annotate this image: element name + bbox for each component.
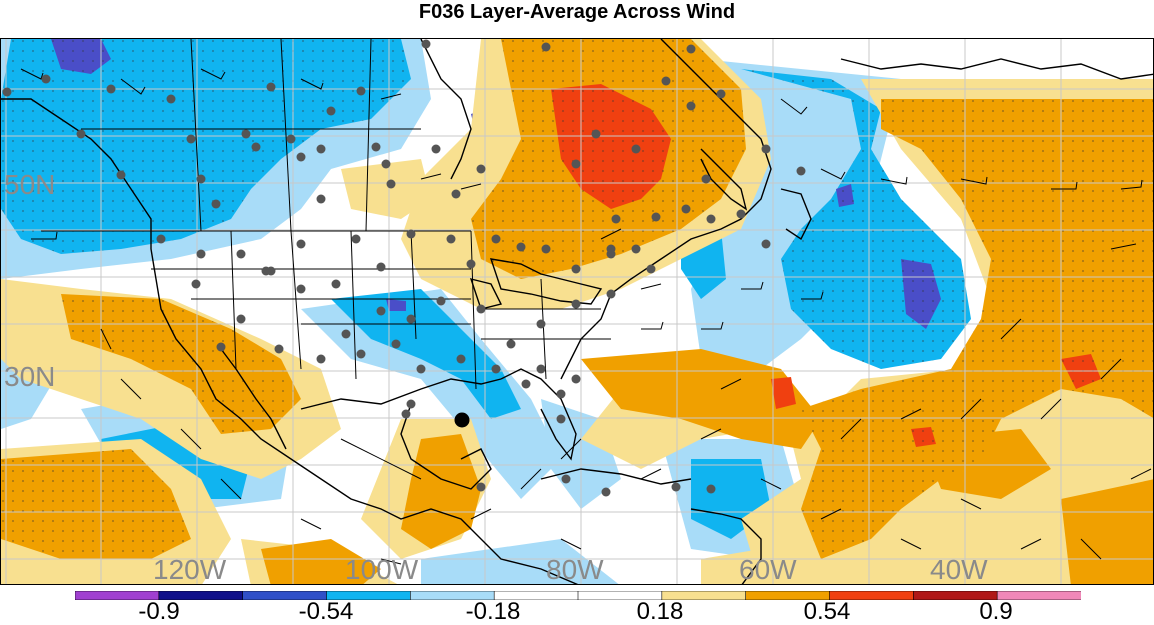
- map-canvas: [1, 39, 1153, 584]
- lon-label-80w: 80W: [546, 554, 604, 585]
- lon-label-40w: 40W: [930, 554, 988, 585]
- colorbar-label-0-54: 0.54: [803, 598, 851, 625]
- colorbar-label-neg-0-9: -0.9: [138, 598, 180, 625]
- colorbar-label-neg-0-54: -0.54: [298, 598, 354, 625]
- wind-barbs: [20, 68, 1152, 565]
- lat-label-50n: 50N: [4, 169, 56, 200]
- lon-label-60w: 60W: [739, 554, 797, 585]
- map-title: F036 Layer-Average Across Wind: [418, 1, 736, 23]
- lat-label-30n: 30N: [4, 361, 56, 392]
- colorbar: [75, 591, 1081, 600]
- colorbar-label-neg-0-18: -0.18: [465, 598, 521, 625]
- colorbar-swatch: [996, 591, 1081, 600]
- lon-label-120w: 120W: [153, 554, 227, 585]
- colorbar-label-0-9: 0.9: [979, 598, 1013, 625]
- colorbar-label-0-18: 0.18: [636, 598, 684, 625]
- highlight-dot: [454, 412, 470, 428]
- lon-label-100w: 100W: [345, 554, 419, 585]
- station-dots: [2, 39, 806, 497]
- map-frame: 50N 30N 120W 100W 80W 60W 40W: [0, 38, 1154, 585]
- political-borders: [41, 39, 611, 480]
- coastlines: [1, 39, 1153, 584]
- significance-stipple: [1, 39, 1153, 559]
